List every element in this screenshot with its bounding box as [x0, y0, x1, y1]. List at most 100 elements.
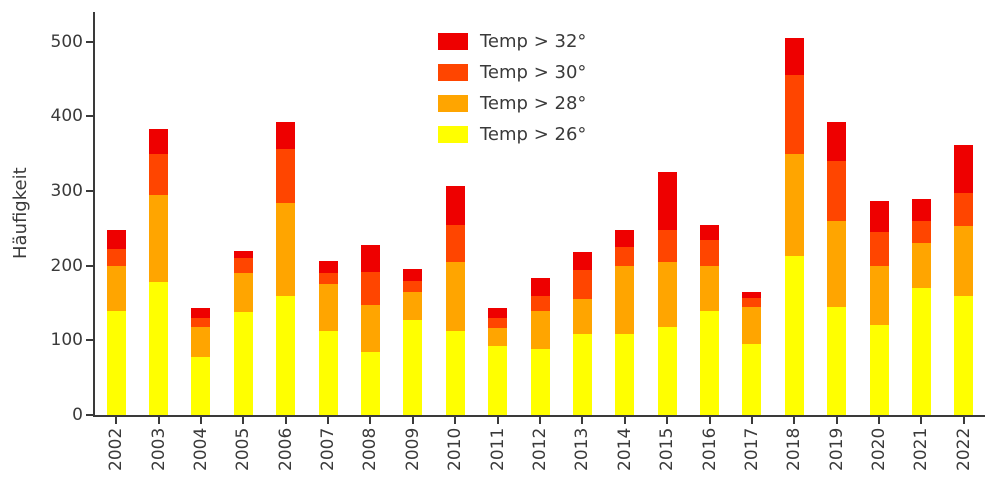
bar-segment	[276, 203, 296, 296]
bar-segment	[954, 144, 974, 194]
bar-segment	[869, 200, 889, 233]
y-tick-mark	[86, 414, 93, 416]
y-tick-label: 200	[50, 255, 83, 276]
x-tick-label: 2009	[402, 427, 423, 471]
legend-item: Temp > 26°	[438, 123, 586, 145]
x-tick-mark	[623, 417, 626, 424]
bar-segment	[106, 229, 126, 250]
bar-segment	[572, 270, 592, 299]
x-tick-mark	[878, 417, 881, 424]
bar-segment	[276, 121, 296, 150]
legend-item: Temp > 32°	[438, 30, 586, 52]
bar-segment	[318, 273, 338, 285]
y-tick-mark	[86, 115, 93, 118]
bar-segment	[742, 297, 762, 307]
y-tick-label: 300	[50, 181, 83, 202]
y-tick-mark	[86, 40, 93, 43]
bar-segment	[106, 310, 126, 415]
x-tick-mark	[666, 417, 669, 424]
bar-segment	[360, 304, 380, 353]
bar-segment	[657, 229, 677, 262]
legend-label: Temp > 26°	[480, 123, 587, 145]
bar-segment	[657, 262, 677, 327]
bar-segment	[572, 252, 592, 271]
bar-segment	[360, 271, 380, 305]
bar-segment	[403, 269, 423, 281]
legend-swatch-icon	[438, 94, 468, 112]
bar-segment	[233, 258, 253, 274]
legend-label: Temp > 28°	[480, 92, 587, 114]
bar-segment	[657, 326, 677, 415]
x-tick-mark	[454, 417, 457, 424]
bar-segment	[149, 194, 169, 283]
x-tick-mark	[284, 417, 287, 424]
x-tick-mark	[835, 417, 838, 424]
bar-segment	[360, 244, 380, 272]
x-tick-label: 2003	[148, 427, 169, 471]
x-tick-mark	[581, 417, 584, 424]
bar-segment	[488, 328, 508, 347]
bar-segment	[445, 224, 465, 262]
bar-segment	[700, 265, 720, 311]
y-tick-mark	[86, 339, 93, 342]
x-tick-label: 2008	[360, 427, 381, 471]
bar-segment	[911, 220, 931, 244]
x-axis-spine	[93, 415, 985, 417]
bar-segment	[191, 317, 211, 327]
x-tick-mark	[750, 417, 753, 424]
bar-segment	[572, 334, 592, 415]
bar-segment	[700, 224, 720, 240]
x-tick-mark	[920, 417, 923, 424]
x-tick-mark	[411, 417, 414, 424]
bar-segment	[615, 247, 635, 266]
bar-segment	[233, 273, 253, 312]
x-tick-mark	[539, 417, 541, 424]
x-tick-label: 2020	[869, 427, 890, 471]
bar-segment	[700, 239, 720, 266]
x-tick-label: 2002	[106, 427, 127, 471]
x-tick-label: 2016	[699, 427, 720, 471]
x-tick-mark	[115, 417, 118, 424]
y-tick-mark	[86, 190, 93, 193]
x-tick-label: 2018	[784, 427, 805, 471]
bar-segment	[742, 306, 762, 345]
x-tick-mark	[496, 417, 499, 424]
bar-segment	[488, 346, 508, 415]
legend-item: Temp > 28°	[438, 92, 586, 114]
y-tick-label: 100	[50, 330, 83, 351]
legend-swatch-icon	[438, 32, 468, 50]
bar-segment	[106, 265, 126, 311]
x-tick-label: 2013	[572, 427, 593, 471]
bar-segment	[360, 352, 380, 415]
bar-segment	[276, 149, 296, 204]
bar-segment	[191, 308, 211, 318]
bar-segment	[445, 262, 465, 331]
bar-segment	[784, 256, 804, 415]
bar-segment	[827, 306, 847, 415]
bar-segment	[488, 317, 508, 329]
bar-segment	[233, 250, 253, 259]
bar-segment	[869, 325, 889, 415]
bar-segment	[191, 326, 211, 357]
bar-segment	[318, 284, 338, 331]
x-tick-label: 2012	[530, 427, 550, 471]
bar-segment	[827, 121, 847, 162]
bar-segment	[784, 153, 804, 257]
bar-segment	[911, 199, 931, 221]
bar-segment	[954, 193, 974, 227]
x-tick-label: 2004	[190, 427, 211, 471]
legend-swatch-icon	[438, 125, 468, 143]
y-axis-spine	[93, 12, 95, 417]
bar-segment	[318, 330, 338, 415]
y-tick-mark	[86, 264, 93, 267]
bar-segment	[530, 349, 550, 415]
bar-segment	[572, 298, 592, 335]
legend-label: Temp > 32°	[480, 30, 587, 52]
bar-segment	[403, 320, 423, 415]
legend-item: Temp > 30°	[438, 61, 586, 83]
bar-segment	[488, 308, 508, 318]
x-tick-label: 2019	[826, 427, 847, 471]
bar-segment	[827, 161, 847, 221]
y-tick-label: 400	[50, 106, 83, 127]
